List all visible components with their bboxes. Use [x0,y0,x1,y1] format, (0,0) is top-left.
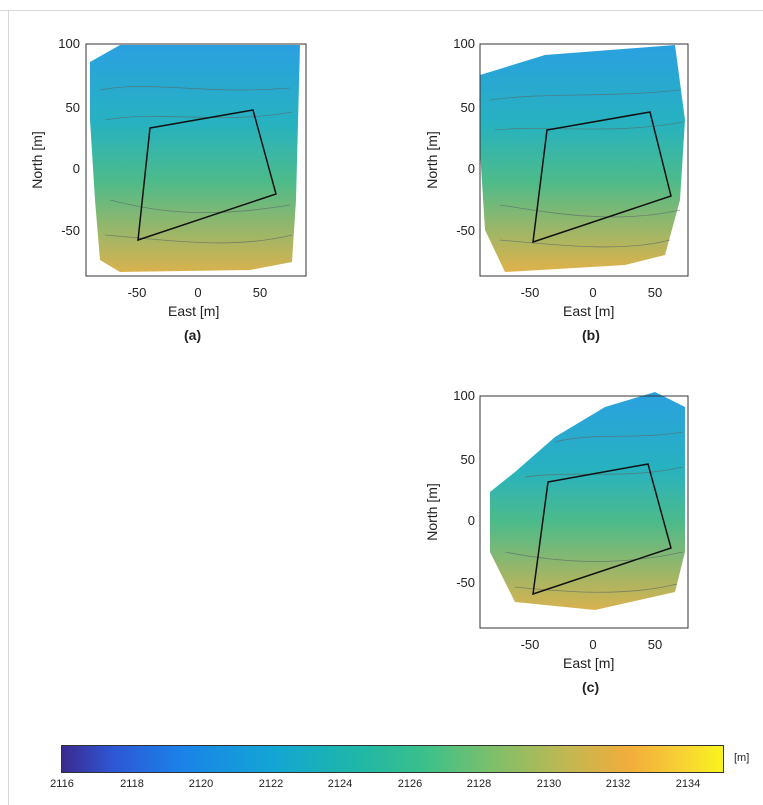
y-tick: 0 [468,513,475,528]
x-tick: -50 [521,637,540,652]
colorbar-tick: 2120 [188,778,214,790]
y-tick: -50 [61,223,80,238]
colorbar-tick: 2134 [675,778,701,790]
x-tick: -50 [128,285,147,300]
x-axis-label: East [m] [563,655,615,671]
y-tick: 0 [468,161,475,176]
colorbar-tick: 2128 [466,778,492,790]
map-plot-c: 100 50 0 -50 -50 0 50 [453,388,689,652]
colorbar-tick: 2126 [397,778,423,790]
x-axis-label: East [m] [563,303,615,319]
colorbar-unit: [m] [734,752,750,764]
y-tick: 50 [461,452,475,467]
axes-box [85,43,307,277]
contour-lines [99,86,293,244]
x-tick: -50 [521,285,540,300]
panel-label-b: (b) [582,327,600,343]
colorbar-tick: 2122 [258,778,284,790]
map-plot-b: 100 50 0 -50 -50 0 50 [453,36,689,300]
x-tick: 0 [589,285,596,300]
colorbar-tick: 2132 [605,778,631,790]
study-area-polygon [532,111,672,244]
panel-label-c: (c) [582,679,600,695]
study-area-polygon [137,109,277,242]
y-axis-label: North [m] [423,131,440,189]
map-panel-b: 100 50 0 -50 -50 0 50 North [m] East [m]… [395,0,763,350]
map-panel-c: 100 50 0 -50 -50 0 50 North [m] East [m]… [395,352,763,702]
panel-label-a: (a) [184,327,202,343]
elevation-colorbar [61,745,724,773]
y-tick: 50 [461,100,475,115]
terrain-surface [480,45,685,272]
y-axis-label: North [m] [423,483,440,541]
figure-border-top [0,10,763,11]
colorbar-tick: 2116 [50,778,74,790]
map-plot-a: 100 50 0 -50 -50 0 50 [58,36,307,300]
y-tick: 100 [58,36,80,51]
y-tick: 50 [66,100,80,115]
study-area-polygon [532,463,672,596]
contour-lines [504,431,684,593]
x-tick: 50 [253,285,267,300]
y-tick: -50 [456,575,475,590]
axes-box [479,395,689,629]
map-panel-a: 100 50 0 -50 -50 0 50 North [m] East [m]… [0,0,380,350]
x-axis-label: East [m] [168,303,220,319]
y-tick: 0 [73,161,80,176]
x-tick: 0 [194,285,201,300]
y-tick: 100 [453,36,475,51]
colorbar-tick: 2124 [327,778,353,790]
x-tick: 0 [589,637,596,652]
axes-box [479,43,689,277]
terrain-surface [490,392,685,610]
x-tick: 50 [648,285,662,300]
colorbar-tick: 2118 [120,778,144,790]
x-tick: 50 [648,637,662,652]
contour-lines [489,89,684,248]
terrain-surface [90,45,300,272]
y-tick: 100 [453,388,475,403]
y-axis-label: North [m] [28,131,45,189]
figure-border-left [8,10,9,805]
colorbar-tick: 2130 [536,778,562,790]
y-tick: -50 [456,223,475,238]
